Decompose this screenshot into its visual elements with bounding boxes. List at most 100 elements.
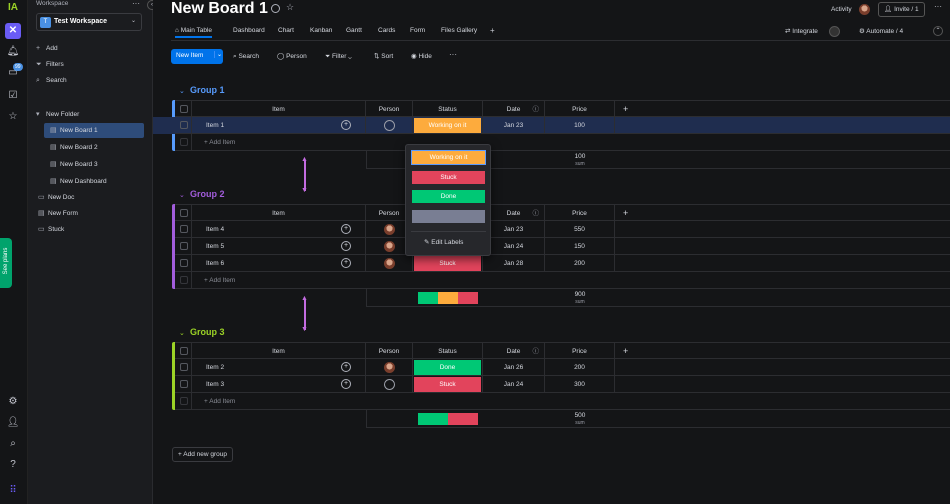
person-cell[interactable] bbox=[366, 255, 413, 272]
tab-dashboard[interactable]: Dashboard bbox=[233, 24, 265, 38]
price-cell[interactable]: 550 bbox=[545, 221, 615, 238]
invite-members-icon[interactable]: 👤︎ bbox=[6, 417, 20, 428]
status-cell[interactable]: Working on it bbox=[413, 117, 483, 134]
price-cell[interactable]: 150 bbox=[545, 238, 615, 255]
toolbar-more-icon[interactable]: ··· bbox=[449, 50, 457, 59]
status-cell[interactable]: Stuck bbox=[413, 255, 483, 272]
item-name-cell[interactable]: Item 5 bbox=[192, 238, 328, 255]
date-cell[interactable]: Jan 23 bbox=[483, 117, 545, 134]
edit-labels-button[interactable]: ✎ Edit Labels bbox=[424, 238, 463, 246]
column-header-date[interactable]: Date ⓘ bbox=[483, 342, 545, 359]
collapse-header-button[interactable]: ⌃ bbox=[933, 26, 943, 36]
column-header-price[interactable]: Price bbox=[545, 204, 615, 221]
group-title[interactable]: Group 2 bbox=[190, 189, 225, 199]
price-cell[interactable]: 200 bbox=[545, 359, 615, 376]
info-icon[interactable]: ⓘ bbox=[532, 210, 540, 217]
group-collapse-icon[interactable]: ⌄ bbox=[179, 88, 185, 95]
column-header-person[interactable]: Person bbox=[366, 342, 413, 359]
add-item-cell[interactable]: + Add Item bbox=[192, 272, 950, 289]
tab-main-table[interactable]: ⌂ Main Table bbox=[175, 24, 213, 38]
tab-chart[interactable]: Chart bbox=[278, 24, 294, 38]
table-row[interactable]: Item 1 + Working on it Jan 23 100 bbox=[153, 117, 950, 134]
group-title[interactable]: Group 1 bbox=[190, 85, 225, 95]
status-distribution-bar[interactable] bbox=[418, 413, 478, 425]
column-header-item[interactable]: Item bbox=[192, 204, 366, 221]
my-work-icon[interactable]: ☑ bbox=[8, 90, 18, 101]
tab-cards[interactable]: Cards bbox=[378, 24, 395, 38]
new-item-button[interactable]: New Item ⌄ bbox=[171, 49, 223, 64]
sidebar-action-0[interactable]: + Add bbox=[36, 41, 148, 56]
status-option-0[interactable]: Working on it bbox=[411, 150, 486, 165]
add-update-icon[interactable]: + bbox=[341, 258, 351, 268]
add-item-row[interactable]: + Add Item bbox=[153, 272, 950, 289]
table-row[interactable]: Item 6 + Stuck Jan 28 200 bbox=[153, 255, 950, 272]
sidebar-item-board-1[interactable]: ▤ New Board 2 bbox=[44, 140, 144, 155]
add-update-cell[interactable]: + bbox=[328, 359, 366, 376]
date-cell[interactable]: Jan 28 bbox=[483, 255, 545, 272]
sidebar-action-2[interactable]: ⌕ Search bbox=[36, 73, 148, 88]
column-header-item[interactable]: Item bbox=[192, 100, 366, 117]
row-checkbox[interactable] bbox=[180, 363, 188, 371]
star-icon[interactable]: ☆ bbox=[286, 2, 295, 12]
help-icon[interactable]: ? bbox=[10, 459, 16, 470]
column-header-item[interactable]: Item bbox=[192, 342, 366, 359]
tab-files-gallery[interactable]: Files Gallery bbox=[441, 24, 477, 38]
price-cell[interactable]: 100 bbox=[545, 117, 615, 134]
add-column-button[interactable]: + bbox=[615, 204, 950, 221]
search-icon[interactable]: ⌕ bbox=[10, 438, 16, 449]
workspace-selector[interactable]: T Test Workspace ⌄ bbox=[36, 13, 142, 31]
add-update-cell[interactable]: + bbox=[328, 255, 366, 272]
hide-button[interactable]: ◉ Hide bbox=[411, 50, 432, 64]
row-checkbox[interactable] bbox=[180, 242, 188, 250]
select-all-checkbox[interactable] bbox=[180, 105, 188, 113]
table-row[interactable]: Item 3 + Stuck Jan 24 300 bbox=[153, 376, 950, 393]
info-icon[interactable]: ⓘ bbox=[532, 348, 540, 355]
sidebar-item-board-3[interactable]: ▤ New Dashboard bbox=[44, 174, 144, 189]
activity-button[interactable]: Activity bbox=[831, 3, 870, 17]
status-option-1[interactable]: Stuck bbox=[412, 170, 485, 184]
person-cell[interactable] bbox=[366, 359, 413, 376]
status-distribution-bar[interactable] bbox=[418, 292, 478, 304]
add-update-cell[interactable]: + bbox=[328, 376, 366, 393]
folder-new-folder[interactable]: ▾ New Folder bbox=[36, 107, 148, 122]
sidebar-item-board-0[interactable]: ▤ New Board 1 bbox=[44, 123, 144, 138]
price-cell[interactable]: 300 bbox=[545, 376, 615, 393]
favorites-icon[interactable]: ☆ bbox=[8, 111, 18, 122]
row-checkbox[interactable] bbox=[180, 121, 188, 129]
price-cell[interactable]: 200 bbox=[545, 255, 615, 272]
tab-gantt[interactable]: Gantt bbox=[346, 24, 362, 38]
add-update-cell[interactable]: + bbox=[328, 117, 366, 134]
sidebar-item-root-2[interactable]: ▭ Stuck bbox=[38, 222, 150, 237]
add-view-button[interactable]: + bbox=[490, 26, 495, 35]
item-name-cell[interactable]: Item 3 bbox=[192, 376, 328, 393]
tab-form[interactable]: Form bbox=[410, 24, 425, 38]
bell-icon[interactable]: 🔔︎ bbox=[6, 46, 20, 57]
add-update-icon[interactable]: + bbox=[341, 241, 351, 251]
table-row[interactable]: Item 2 + Done Jan 26 200 bbox=[153, 359, 950, 376]
group-collapse-icon[interactable]: ⌄ bbox=[179, 192, 185, 199]
item-name-cell[interactable]: Item 2 bbox=[192, 359, 328, 376]
search-button[interactable]: ⌕ Search bbox=[233, 50, 259, 64]
status-cell[interactable]: Done bbox=[413, 359, 483, 376]
monday-logo-icon[interactable]: ✕ bbox=[5, 23, 21, 39]
add-update-icon[interactable]: + bbox=[341, 379, 351, 389]
add-update-cell[interactable]: + bbox=[328, 221, 366, 238]
column-header-status[interactable]: Status bbox=[413, 342, 483, 359]
row-checkbox[interactable] bbox=[180, 380, 188, 388]
column-header-price[interactable]: Price bbox=[545, 100, 615, 117]
add-update-icon[interactable]: + bbox=[341, 362, 351, 372]
column-header-person[interactable]: Person bbox=[366, 100, 413, 117]
see-plans-button[interactable]: See plans bbox=[0, 238, 12, 288]
date-cell[interactable]: Jan 23 bbox=[483, 221, 545, 238]
add-column-button[interactable]: + bbox=[615, 342, 950, 359]
sidebar-more-icon[interactable]: ··· bbox=[132, 0, 140, 8]
status-cell[interactable]: Stuck bbox=[413, 376, 483, 393]
add-item-row[interactable]: + Add Item bbox=[153, 393, 950, 410]
date-cell[interactable]: Jan 24 bbox=[483, 376, 545, 393]
sort-button[interactable]: ⇅ Sort bbox=[374, 50, 393, 64]
add-item-cell[interactable]: + Add Item bbox=[192, 393, 950, 410]
group-collapse-icon[interactable]: ⌄ bbox=[179, 330, 185, 337]
person-filter-button[interactable]: ◯ Person bbox=[277, 50, 307, 64]
sidebar-item-root-1[interactable]: ▤ New Form bbox=[38, 206, 150, 221]
